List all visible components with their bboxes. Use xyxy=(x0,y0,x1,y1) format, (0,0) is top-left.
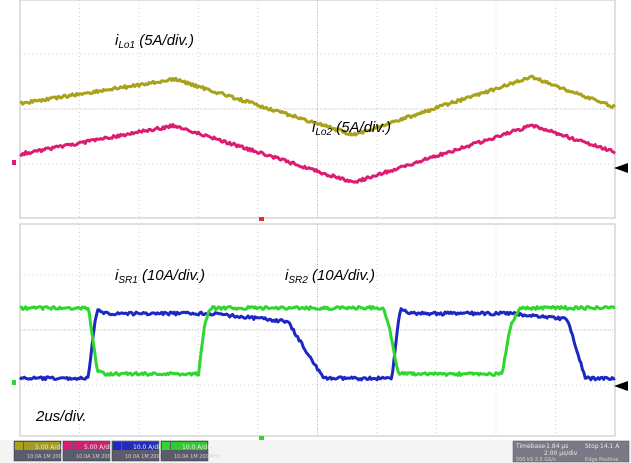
label-ilo2-sub: Lo2 xyxy=(315,127,332,138)
chip-label: 5.00 A/div xyxy=(84,444,115,451)
label-ilo2-tail: (5A/div.) xyxy=(332,119,391,136)
label-isr2-sub: SR2 xyxy=(288,275,308,286)
trigger-marker-icon xyxy=(259,217,264,221)
chip-label: 5.00 A/div xyxy=(35,444,66,451)
chip-color-swatch xyxy=(113,442,121,450)
trigger-mode: Edge Positive xyxy=(585,457,618,463)
label-ilo1-tail: (5A/div.) xyxy=(135,32,194,49)
top-channel-marker-icon xyxy=(12,160,16,165)
bottom-channel-marker-icon xyxy=(12,380,16,385)
timebase-samples: 500 kS 2.5 GS/s xyxy=(516,457,556,463)
timebase-label: Timebase xyxy=(515,443,545,450)
chip-color-swatch xyxy=(64,442,72,450)
label-isr2-tail: (10A/div.) xyxy=(308,267,375,284)
label-isr1-sub: SR1 xyxy=(118,275,137,286)
bottom-trigger-marker-icon xyxy=(259,436,264,440)
bottom-waveform-panel: iSR1 (10A/div.) iSR2 (10A/div.) 2us/div. xyxy=(12,224,628,440)
timebase-value: -1.84 µs xyxy=(544,443,568,450)
label-ilo1-sub: Lo1 xyxy=(118,40,135,51)
timebase-readout: Timebase -1.84 µs 2.00 µs/div 500 kS 2.5… xyxy=(513,441,629,463)
label-isr1-tail: (10A/div.) xyxy=(138,267,205,284)
time-scale-label: 2us/div. xyxy=(35,408,87,425)
top-waveform-panel: iLo1 (5A/div.) iLo2 (5A/div.) xyxy=(12,0,628,218)
chip-sub: 10.0A 1M 200MHz xyxy=(174,454,220,460)
trigger-value: 14.1 A xyxy=(600,443,620,450)
chip-color-swatch xyxy=(15,442,23,450)
chip-color-swatch xyxy=(162,442,170,450)
timebase-rate: 2.00 µs/div xyxy=(544,450,578,457)
chip-label: 10.0 A/div xyxy=(133,444,164,451)
chip-label: 10.0 A/div xyxy=(182,444,213,451)
trigger-label: Stop xyxy=(585,443,599,450)
